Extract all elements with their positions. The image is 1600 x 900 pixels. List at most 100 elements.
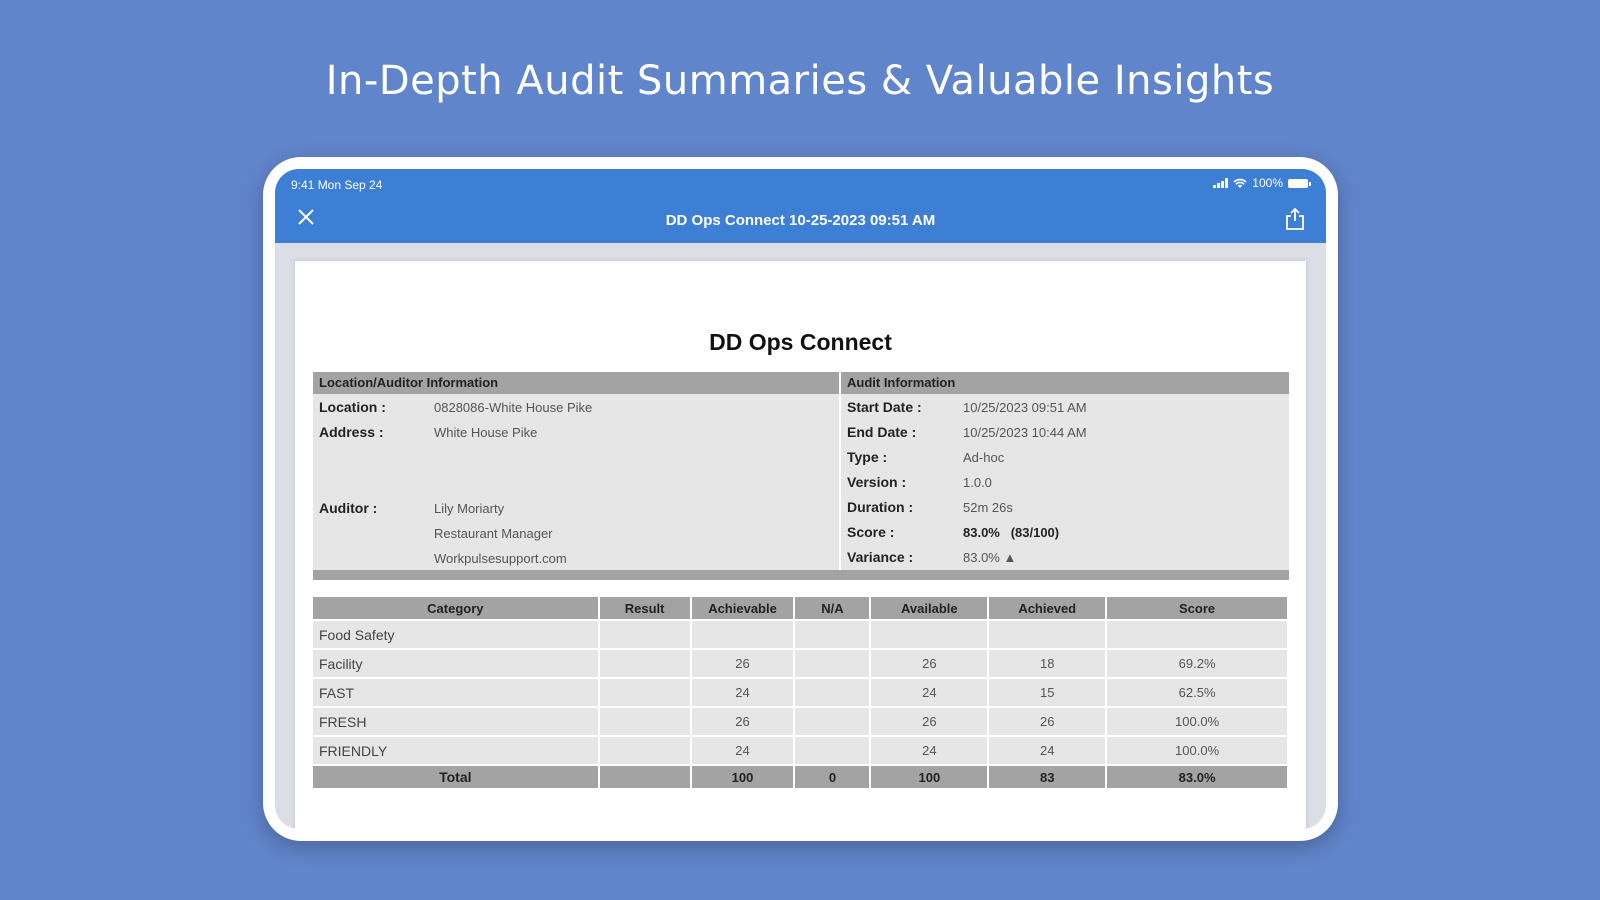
close-icon — [298, 209, 314, 225]
version-value: 1.0.0 — [963, 475, 992, 490]
score-label: Score : — [847, 524, 895, 540]
table-cell: Facility — [313, 648, 600, 678]
share-icon — [1286, 207, 1304, 230]
status-time: 9:41 Mon Sep 24 — [291, 178, 383, 192]
table-cell: 100.0% — [1106, 706, 1289, 736]
table-cell — [794, 648, 872, 678]
table-cell — [794, 706, 872, 736]
table-cell — [870, 619, 990, 649]
table-cell: 26 — [988, 706, 1108, 736]
location-label: Location : — [319, 399, 386, 415]
column-header: Category — [313, 597, 600, 620]
report-title: DD Ops Connect — [709, 329, 892, 355]
table-cell — [690, 619, 796, 649]
table-cell — [598, 764, 692, 788]
end-date-value: 10/25/2023 10:44 AM — [963, 425, 1087, 440]
auditor-label: Auditor : — [319, 500, 378, 516]
auditor-name: Lily Moriarty — [434, 501, 505, 516]
table-cell — [598, 735, 692, 765]
end-date-label: End Date : — [847, 424, 917, 440]
table-cell: 26 — [690, 648, 796, 678]
table-cell — [988, 619, 1108, 649]
table-cell: FAST — [313, 677, 600, 707]
table-cell: 24 — [870, 735, 990, 765]
table-cell — [794, 735, 872, 765]
table-total-row: Total 100 0 100 83 83.0% — [313, 764, 1289, 788]
share-button[interactable] — [1284, 207, 1308, 233]
info-panel: Location/Auditor Information Audit Infor… — [313, 372, 1289, 580]
column-header: Achievable — [690, 597, 796, 620]
auditor-role: Restaurant Manager — [434, 526, 553, 541]
tablet-frame: 9:41 Mon Sep 24 100% DD Ops Connect 10-2… — [263, 157, 1338, 841]
table-cell: 24 — [870, 677, 990, 707]
table-cell — [598, 706, 692, 736]
results-table: Category Result Achievable N/A Available… — [313, 597, 1289, 788]
table-cell: 83 — [988, 764, 1108, 788]
table-cell: 24 — [690, 677, 796, 707]
table-row: FAST 24 24 15 62.5% — [313, 677, 1289, 707]
table-cell: 100 — [870, 764, 990, 788]
report-document: DD Ops Connect Location/Auditor Informat… — [295, 261, 1306, 829]
info-divider — [839, 372, 841, 580]
table-row: FRIENDLY 24 24 24 100.0% — [313, 735, 1289, 765]
column-header: Achieved — [988, 597, 1108, 620]
table-cell: Total — [313, 764, 600, 788]
tablet-screen: 9:41 Mon Sep 24 100% DD Ops Connect 10-2… — [275, 169, 1326, 829]
duration-label: Duration : — [847, 499, 914, 515]
table-cell: 26 — [690, 706, 796, 736]
table-cell — [794, 677, 872, 707]
audit-section-heading: Audit Information — [841, 372, 1289, 394]
score-value: 83.0% (83/100) — [963, 525, 1060, 540]
location-value: 0828086-White House Pike — [434, 400, 593, 415]
table-cell: 69.2% — [1106, 648, 1289, 678]
table-cell: 24 — [988, 735, 1108, 765]
table-cell: 18 — [988, 648, 1108, 678]
type-value: Ad-hoc — [963, 450, 1005, 465]
auditor-email: Workpulsesupport.com — [434, 551, 567, 566]
table-cell: FRESH — [313, 706, 600, 736]
battery-percent: 100% — [1252, 176, 1283, 190]
table-cell: 62.5% — [1106, 677, 1289, 707]
table-cell: Food Safety — [313, 619, 600, 649]
table-cell: FRIENDLY — [313, 735, 600, 765]
table-row: Facility 26 26 18 69.2% — [313, 648, 1289, 678]
table-cell: 100 — [690, 764, 796, 788]
table-row: Food Safety — [313, 619, 1289, 649]
table-cell: 24 — [690, 735, 796, 765]
variance-value: 83.0% ▲ — [963, 550, 1017, 565]
table-cell: 0 — [794, 764, 872, 788]
table-cell: 15 — [988, 677, 1108, 707]
column-header: Available — [870, 597, 990, 620]
table-row: FRESH 26 26 26 100.0% — [313, 706, 1289, 736]
table-cell — [598, 648, 692, 678]
address-value: White House Pike — [434, 425, 538, 440]
close-button[interactable] — [293, 207, 319, 233]
status-indicators: 100% — [1213, 176, 1311, 190]
table-cell: 26 — [870, 648, 990, 678]
app-bar-title: DD Ops Connect 10-25-2023 09:51 AM — [665, 212, 936, 229]
table-cell — [598, 677, 692, 707]
column-header: Result — [598, 597, 692, 620]
table-cell: 26 — [870, 706, 990, 736]
start-date-label: Start Date : — [847, 399, 922, 415]
table-cell — [598, 619, 692, 649]
table-cell: 83.0% — [1106, 764, 1289, 788]
wifi-icon — [1233, 178, 1247, 188]
type-label: Type : — [847, 449, 888, 465]
start-date-value: 10/25/2023 09:51 AM — [963, 400, 1087, 415]
info-footer-bar — [313, 570, 1289, 580]
table-cell — [1106, 619, 1289, 649]
duration-value: 52m 26s — [963, 500, 1013, 515]
variance-label: Variance : — [847, 549, 914, 565]
battery-icon — [1288, 178, 1311, 188]
table-cell — [794, 619, 872, 649]
table-cell: 100.0% — [1106, 735, 1289, 765]
address-label: Address : — [319, 424, 384, 440]
column-header: N/A — [794, 597, 872, 620]
table-header-row: Category Result Achievable N/A Available… — [313, 597, 1289, 620]
app-bar: 9:41 Mon Sep 24 100% DD Ops Connect 10-2… — [275, 169, 1326, 243]
page-headline: In-Depth Audit Summaries & Valuable Insi… — [325, 58, 1275, 104]
version-label: Version : — [847, 474, 907, 490]
location-section-heading: Location/Auditor Information — [313, 372, 839, 394]
column-header: Score — [1106, 597, 1289, 620]
